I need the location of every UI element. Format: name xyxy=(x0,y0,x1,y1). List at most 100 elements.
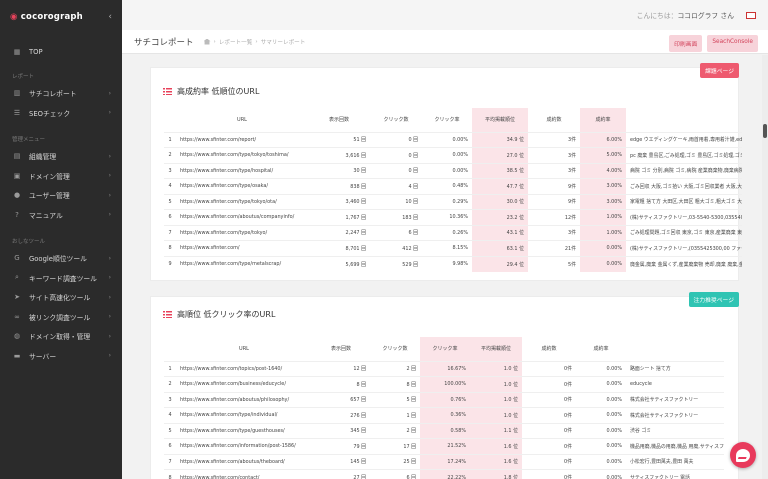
table-cell: 529 回 xyxy=(370,255,422,272)
table-cell: 1 xyxy=(164,360,176,377)
table-row[interactable]: 8 https://www.sfinter.com/8,701 回 412 回 8.1… xyxy=(164,240,742,256)
table-cell: 3.00% xyxy=(580,178,626,194)
column-header[interactable]: クリック数 xyxy=(383,117,409,124)
column-header[interactable] xyxy=(164,108,176,132)
url-link[interactable]: https://www.sfinter.com/type/guesthouses… xyxy=(176,422,312,439)
table-row[interactable]: 2 https://www.sfinter.com/type/tokyo/tosh… xyxy=(164,147,742,163)
sidebar-item[interactable]: ? マニュアル › xyxy=(0,205,122,225)
sidebar-item[interactable]: ▬ サーバー › xyxy=(0,346,122,366)
url-link[interactable]: https://www.sfinter.com/contact/ xyxy=(176,469,312,479)
url-link[interactable]: https://www.sfinter.com/business/educycl… xyxy=(176,376,312,392)
url-link[interactable]: https://www.sfinter.com/type/hospital/ xyxy=(176,162,308,179)
table-row[interactable]: 4 https://www.sfinter.com/type/osaka/838 … xyxy=(164,178,742,194)
url-link[interactable]: https://www.sfinter.com/type/individual/ xyxy=(176,407,312,423)
logo-bar: ◉ cocorograph ‹ xyxy=(0,0,122,34)
column-header[interactable]: 成約率 xyxy=(593,346,609,353)
url-link[interactable]: https://www.sfinter.com/information/post… xyxy=(176,438,312,454)
table-cell: 27 回 xyxy=(312,469,370,479)
sidebar-item[interactable]: ∞ 被リンク調査ツール › xyxy=(0,307,122,327)
sidebar-item[interactable]: ▣ ドメイン管理 › xyxy=(0,166,122,186)
table-row[interactable]: 6 https://www.sfinter.com/information/pos… xyxy=(164,438,724,454)
table-cell: 0.00% xyxy=(576,360,626,377)
flag-icon[interactable] xyxy=(746,11,756,19)
url-link[interactable]: https://www.sfinter.com/type/tokyo/ xyxy=(176,224,308,241)
column-header[interactable]: 成約率 xyxy=(580,108,626,132)
print-button[interactable]: 印刷画面 xyxy=(669,35,703,52)
column-header[interactable]: 平均掲載順位 xyxy=(472,108,528,132)
column-header[interactable]: 成約数 xyxy=(541,346,557,353)
column-header[interactable]: URL xyxy=(237,116,247,123)
url-link[interactable]: https://www.sfinter.com/report/ xyxy=(176,131,308,148)
column-header[interactable]: クリック率 xyxy=(420,337,470,361)
url-link[interactable]: https://www.sfinter.com/aboutus/companyi… xyxy=(176,209,308,225)
search-console-button[interactable]: SeachConsole xyxy=(707,35,758,52)
table-cell: 12件 xyxy=(528,209,580,225)
table-row[interactable]: 5 https://www.sfinter.com/type/tokyo/ota/… xyxy=(164,193,742,210)
column-header[interactable]: URL xyxy=(239,345,249,352)
table-cell: 6 xyxy=(164,209,176,225)
messenger-icon xyxy=(736,448,750,462)
scrollbar-track[interactable] xyxy=(762,55,768,479)
column-header[interactable]: 表示回数 xyxy=(330,346,351,353)
sidebar-section-label: レポート xyxy=(12,73,35,80)
table-cell: 345 回 xyxy=(312,422,370,439)
table-cell: 63.1 位 xyxy=(472,240,528,256)
url-link[interactable]: https://www.sfinter.com/aboutus/theboard… xyxy=(176,453,312,470)
table-row[interactable]: 9 https://www.sfinter.com/type/metalscrap… xyxy=(164,255,742,272)
column-header[interactable] xyxy=(626,337,724,361)
table-row[interactable]: 2 https://www.sfinter.com/business/educyc… xyxy=(164,376,724,392)
url-link[interactable]: https://www.sfinter.com/topics/post-1640… xyxy=(176,360,312,377)
table-row[interactable]: 6 https://www.sfinter.com/aboutus/company… xyxy=(164,209,742,225)
column-header[interactable]: クリック数 xyxy=(382,346,408,353)
url-link[interactable]: https://www.sfinter.com/aboutus/philosop… xyxy=(176,391,312,408)
scrollbar-thumb[interactable] xyxy=(763,124,767,138)
column-header[interactable]: 成約数 xyxy=(546,117,562,124)
table-cell: 0件 xyxy=(522,453,576,470)
focus-page-tag[interactable]: 注力推奨ページ xyxy=(688,292,739,307)
sidebar-item[interactable]: ➤ サイト高速化ツール › xyxy=(0,288,122,308)
chevron-right-icon: › xyxy=(108,352,111,360)
url-link[interactable]: https://www.sfinter.com/type/tokyo/toshi… xyxy=(176,147,308,163)
sidebar-item[interactable]: ⌕ キーワード調査ツール › xyxy=(0,268,122,288)
server-icon: ▬ xyxy=(13,351,21,360)
sidebar-item-top[interactable]: ▦ TOP xyxy=(0,42,122,62)
column-header[interactable] xyxy=(164,337,176,361)
table-row[interactable]: 4 https://www.sfinter.com/type/individual… xyxy=(164,407,724,423)
logo[interactable]: ◉ cocorograph xyxy=(10,12,83,22)
breadcrumb-item[interactable]: レポート一覧 xyxy=(218,39,253,46)
table-row[interactable]: 1 https://www.sfinter.com/topics/post-164… xyxy=(164,360,724,377)
table-cell: 9件 xyxy=(528,193,580,210)
table-header-row: URL 表示回数 クリック数 クリック率 平均掲載順位 成約数 成約率 xyxy=(164,108,742,132)
sidebar-item[interactable]: ▤ 組織管理 › xyxy=(0,147,122,167)
sidebar-item[interactable]: ▥ サチコレポート › xyxy=(0,84,122,104)
table-cell: 3件 xyxy=(528,224,580,241)
table-row[interactable]: 7 https://www.sfinter.com/aboutus/theboar… xyxy=(164,453,724,470)
table-cell: educycle xyxy=(626,376,724,392)
sidebar-item[interactable]: ● ユーザー管理 › xyxy=(0,186,122,206)
table-row[interactable]: 3 https://www.sfinter.com/type/hospital/3… xyxy=(164,162,742,179)
url-link[interactable]: https://www.sfinter.com/type/metalscrap/ xyxy=(176,255,308,272)
table-cell: 0件 xyxy=(522,360,576,377)
url-link[interactable]: https://www.sfinter.com/ xyxy=(176,240,308,256)
messenger-button[interactable] xyxy=(730,442,756,468)
column-header[interactable]: 表示回数 xyxy=(328,117,349,124)
home-icon[interactable] xyxy=(203,38,211,45)
column-header[interactable] xyxy=(626,108,742,132)
url-link[interactable]: https://www.sfinter.com/type/osaka/ xyxy=(176,178,308,194)
table-cell: 0.58% xyxy=(420,422,470,439)
table-row[interactable]: 5 https://www.sfinter.com/type/guesthouse… xyxy=(164,422,724,439)
url-link[interactable]: https://www.sfinter.com/type/tokyo/ota/ xyxy=(176,193,308,210)
table-row[interactable]: 3 https://www.sfinter.com/aboutus/philoso… xyxy=(164,391,724,408)
sidebar-item[interactable]: ☰ SEOチェック › xyxy=(0,103,122,123)
collapse-icon[interactable]: ‹ xyxy=(108,12,112,22)
sidebar-item[interactable]: G Google順位ツール › xyxy=(0,249,122,269)
issue-page-tag[interactable]: 課題ページ xyxy=(700,63,739,78)
column-header[interactable]: クリック率 xyxy=(434,117,460,124)
column-header[interactable]: 平均掲載順位 xyxy=(470,337,522,361)
table-row[interactable]: 7 https://www.sfinter.com/type/tokyo/2,24… xyxy=(164,224,742,241)
sidebar-item[interactable]: ◍ ドメイン取得・管理 › xyxy=(0,327,122,347)
sidebar-item-label: ドメイン取得・管理 xyxy=(29,333,91,342)
table-cell: 3,460 回 xyxy=(308,193,370,210)
